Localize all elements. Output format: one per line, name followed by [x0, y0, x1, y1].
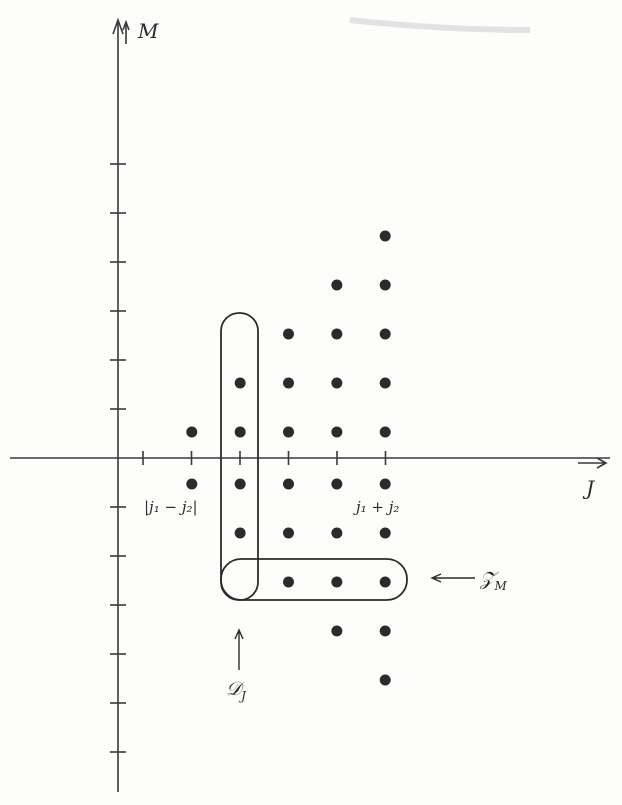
- state-dot: [331, 478, 343, 490]
- state-dot: [379, 328, 391, 340]
- state-dot: [379, 576, 391, 588]
- j-axis-arrow-icon: [578, 457, 608, 469]
- state-dot: [283, 328, 294, 340]
- j-min-label: |j₁ − j₂|: [144, 498, 198, 516]
- state-dot: [379, 625, 391, 637]
- state-dot: [186, 478, 198, 490]
- scan-smudge: [349, 17, 531, 33]
- state-dot: [234, 426, 246, 438]
- m-axis-arrow-icon: [112, 17, 124, 35]
- j-axis-label: J: [582, 476, 595, 500]
- state-dot: [234, 377, 246, 389]
- state-dot: [379, 230, 391, 242]
- state-dot: [283, 426, 294, 438]
- row-label: 𝒵M: [479, 568, 507, 593]
- axis-ticks: [110, 163, 387, 753]
- state-dot: [379, 279, 391, 291]
- m-label-arrow-icon: [122, 19, 130, 44]
- state-dot: [186, 426, 198, 438]
- row-arrow-icon: [430, 573, 475, 583]
- state-dot: [283, 576, 294, 588]
- column-arrow-icon: [234, 628, 244, 670]
- state-dot: [283, 478, 294, 490]
- state-dot: [331, 279, 343, 291]
- state-dot: [331, 426, 343, 438]
- state-dot: [331, 527, 343, 539]
- state-dot: [379, 377, 391, 389]
- state-dot: [283, 527, 294, 539]
- state-dot: [379, 478, 391, 490]
- state-dot: [331, 625, 343, 637]
- row-box: [220, 558, 408, 601]
- state-dot: [331, 328, 343, 340]
- state-dot: [331, 576, 343, 588]
- state-dot: [283, 377, 294, 389]
- state-dot: [379, 674, 391, 686]
- column-label: 𝒟J: [226, 678, 247, 703]
- m-axis-label: M: [137, 19, 159, 43]
- state-dots: [186, 230, 391, 686]
- state-dot: [331, 377, 343, 389]
- state-dot: [234, 478, 246, 490]
- state-dot: [234, 527, 246, 539]
- state-dot: [379, 426, 391, 438]
- j-max-label: j₁ + j₂: [353, 498, 399, 516]
- state-dot: [379, 527, 391, 539]
